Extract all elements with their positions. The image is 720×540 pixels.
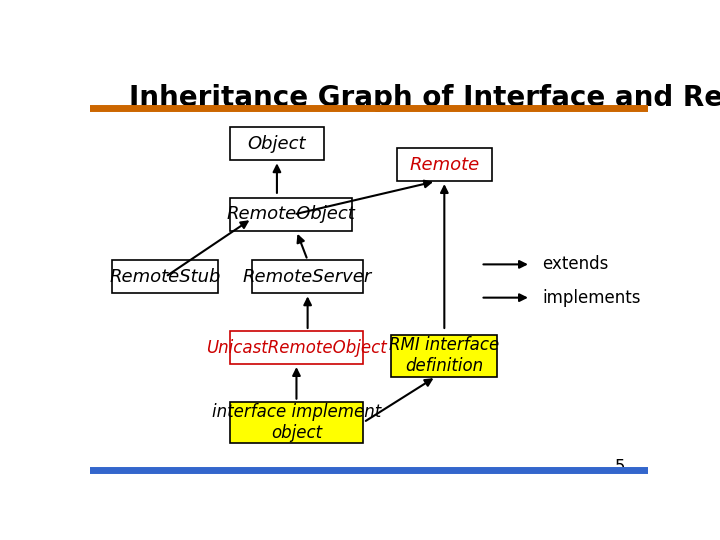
Text: implements: implements: [542, 289, 641, 307]
FancyBboxPatch shape: [397, 148, 492, 181]
Text: Object: Object: [248, 135, 306, 153]
Text: 5: 5: [615, 458, 626, 476]
Text: Remote: Remote: [409, 156, 480, 173]
FancyBboxPatch shape: [230, 198, 352, 231]
FancyBboxPatch shape: [230, 127, 324, 160]
FancyBboxPatch shape: [392, 335, 498, 377]
FancyBboxPatch shape: [230, 402, 364, 443]
Text: UnicastRemoteObject: UnicastRemoteObject: [206, 339, 387, 356]
Text: RemoteServer: RemoteServer: [243, 268, 372, 286]
FancyBboxPatch shape: [112, 260, 218, 294]
Text: RMI interface
definition: RMI interface definition: [390, 336, 500, 375]
Text: Inheritance Graph of Interface and Remote servers: Inheritance Graph of Interface and Remot…: [129, 84, 720, 112]
Text: extends: extends: [542, 255, 608, 273]
FancyBboxPatch shape: [252, 260, 364, 294]
Text: RemoteStub: RemoteStub: [109, 268, 221, 286]
FancyBboxPatch shape: [230, 331, 364, 364]
Text: RemoteObject: RemoteObject: [227, 206, 355, 224]
Text: interface implement
object: interface implement object: [212, 403, 381, 442]
